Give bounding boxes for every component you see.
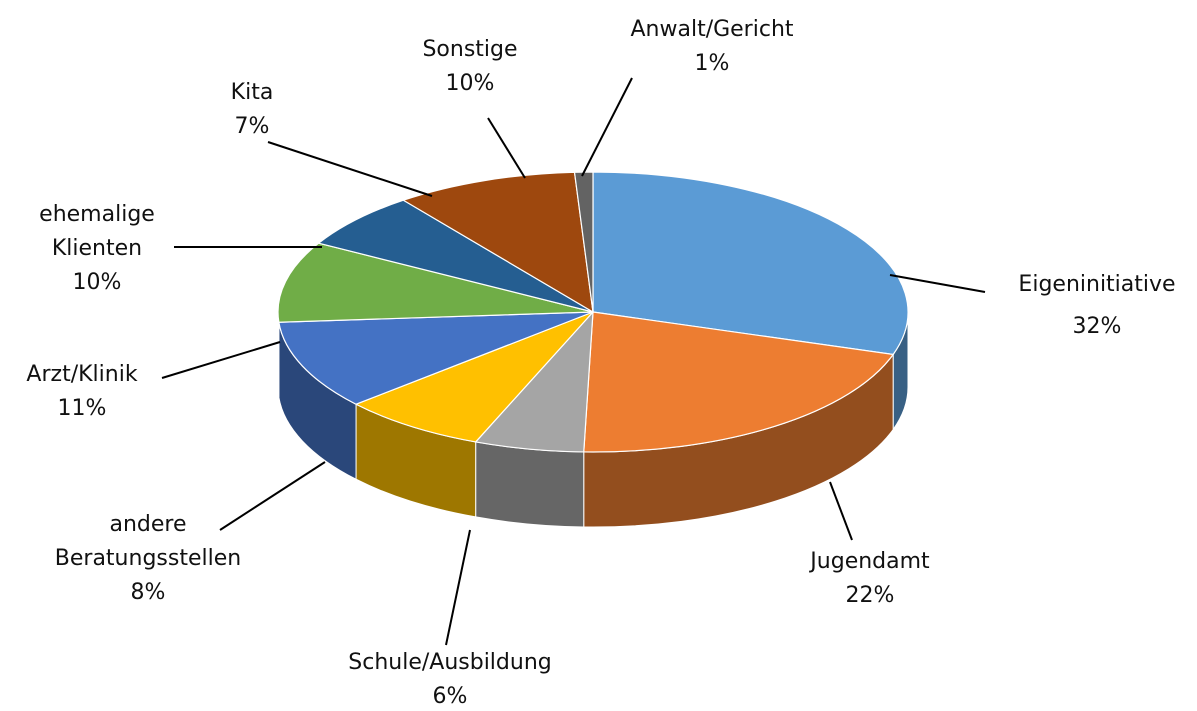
slice [401, 171, 594, 314]
leader-line [161, 341, 281, 379]
slice-value-label: 32% [1072, 314, 1122, 339]
slice-label: Kita [230, 80, 274, 105]
slice-label: Jugendamt [810, 549, 930, 574]
slice-label: Eigeninitiative [1018, 272, 1176, 297]
slice [278, 311, 594, 405]
slice [583, 311, 895, 453]
slice-value-label: 6% [432, 684, 468, 709]
slice-label: Arzt/Klinik [26, 362, 138, 387]
leader-line [219, 461, 326, 531]
slice-label: ehemalige Klienten [39, 202, 155, 261]
leader-line [581, 77, 633, 177]
leader-line [829, 481, 853, 541]
leader-line [445, 529, 471, 646]
slice-value-label: 10% [445, 71, 495, 96]
leader-line [267, 141, 433, 197]
leader-line [889, 274, 986, 293]
slice-label: Schule/Ausbildung [348, 650, 552, 675]
slice-value-label: 11% [57, 396, 107, 421]
slice-value-label: 10% [72, 270, 122, 295]
slice-label: Sonstige [422, 37, 518, 62]
slice-value-label: 7% [234, 114, 270, 139]
slice-value-label: 22% [845, 583, 895, 608]
slice [354, 311, 594, 443]
slice [317, 199, 594, 313]
slice [592, 171, 909, 356]
slice-value-label: 8% [130, 580, 166, 605]
slice-value-label: 1% [694, 51, 730, 76]
slice-label: Anwalt/Gericht [630, 17, 794, 42]
leader-line [487, 117, 526, 179]
slice-label: andere Beratungsstellen [54, 512, 242, 571]
slice-side [475, 441, 585, 528]
